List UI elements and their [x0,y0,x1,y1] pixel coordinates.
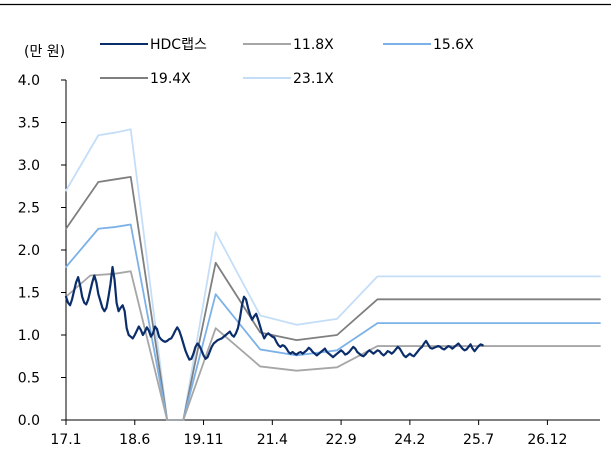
y-tick-label: 2.5 [18,201,40,217]
legend: HDC랩스 11.8X 15.6X 19.4X 23.1X [100,37,474,87]
y-tick-label: 0.5 [18,371,40,387]
x-tick-label: 18.6 [119,432,150,448]
legend-label: 23.1X [293,71,334,87]
y-tick-label: 0.0 [18,413,40,429]
series-line-band-2 [65,223,601,421]
x-tick-label: 17.1 [50,432,81,448]
series-line-band-1 [65,270,601,421]
unit-label: (만 원) [24,44,65,60]
y-tick-label: 4.0 [18,73,40,89]
x-tick-label: 19.11 [183,432,223,448]
legend-label: 15.6X [433,37,474,53]
x-tick-label: 25.7 [463,432,494,448]
series-line-stock-price [64,265,484,361]
series-line-band-3 [65,176,601,421]
x-tick-label: 21.4 [257,432,288,448]
legend-label: 11.8X [293,37,334,53]
series-line-band-4 [65,128,601,421]
x-axis: 17.1 18.6 19.11 21.4 22.9 24.2 25.7 26.12 [50,419,600,448]
y-tick-label: 3.0 [18,158,40,174]
y-tick-label: 3.5 [18,116,40,132]
x-tick-label: 26.12 [527,432,567,448]
y-tick-label: 2.0 [18,243,40,259]
y-tick-label: 1.0 [18,328,40,344]
y-tick-label: 1.5 [18,286,40,302]
legend-label: 19.4X [150,71,191,87]
legend-label: HDC랩스 [150,37,207,53]
y-axis: 0.0 0.5 1.0 1.5 2.0 2.5 3.0 3.5 4.0 [18,73,67,429]
series-group [64,128,601,421]
x-tick-label: 22.9 [326,432,357,448]
x-tick-label: 24.2 [394,432,425,448]
